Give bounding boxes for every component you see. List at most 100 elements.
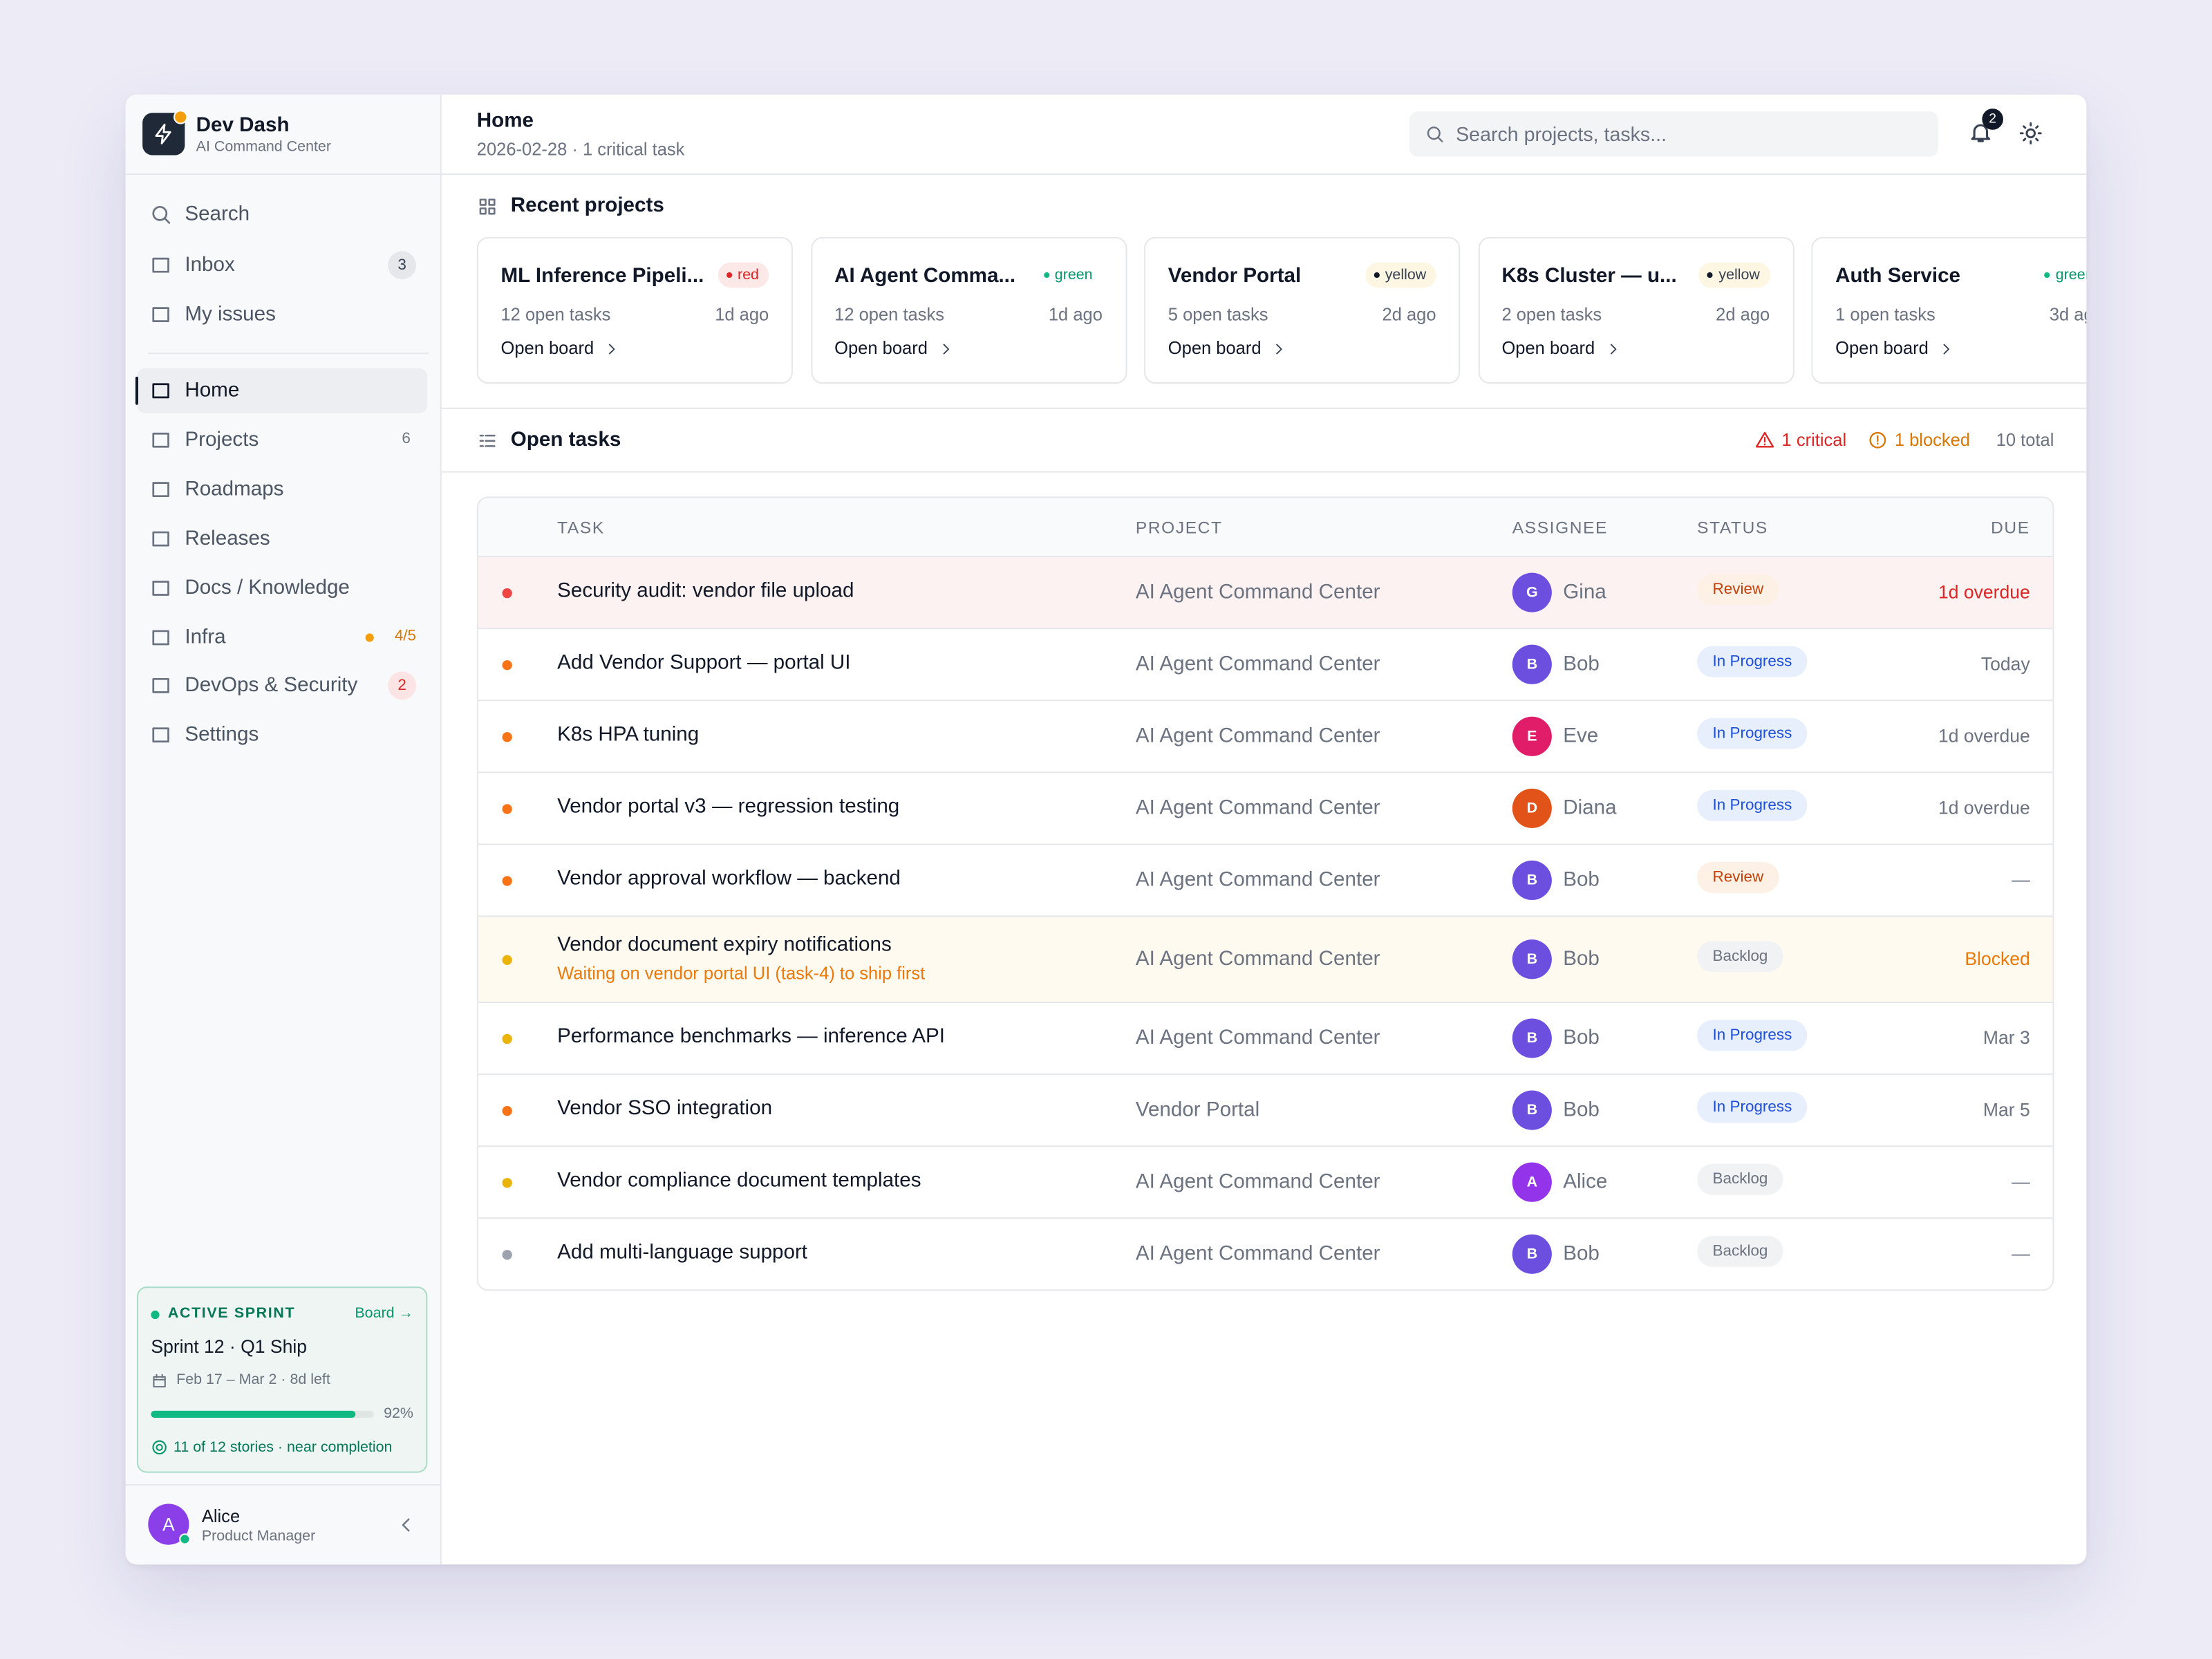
- column-header: DUE: [1991, 517, 2030, 538]
- project-card[interactable]: Vendor Portal yellow 5 open tasks 2d ago Ope…: [1144, 236, 1461, 384]
- task-note: Waiting on vendor portal UI (task-4) to …: [557, 963, 926, 984]
- avatar: B: [1512, 644, 1552, 684]
- search-box[interactable]: Search projects, tasks...: [1409, 111, 1939, 157]
- updated: 2d ago: [1716, 304, 1770, 325]
- open-board[interactable]: Open board: [834, 338, 928, 359]
- icon-path: [1943, 344, 1949, 355]
- project: AI Agent Command Center: [1135, 724, 1380, 748]
- status-pill: In Progress: [1697, 718, 1808, 749]
- icon-path: [608, 344, 615, 355]
- task-table: TASK PROJECT ASSIGNEE STATUS DUE Security aud…: [476, 496, 2054, 1291]
- task-row[interactable]: Vendor approval workflow — backend AI Age…: [478, 843, 2053, 916]
- open-board[interactable]: Open board: [1501, 338, 1595, 359]
- icon-path: [1869, 431, 1886, 449]
- avatar: E: [1512, 716, 1552, 756]
- divider: [148, 353, 429, 355]
- theme-toggle[interactable]: [2018, 122, 2044, 147]
- icon: [152, 256, 169, 272]
- sprint-link[interactable]: Board →: [355, 1304, 413, 1322]
- project-card[interactable]: ML Inference Pipeli... red 12 open tasks 1d…: [476, 236, 793, 384]
- nav-label: Releases: [185, 527, 270, 550]
- task-row[interactable]: Add Vendor Support — portal UI AI Agent C…: [478, 628, 2053, 700]
- avatar: B: [1512, 939, 1552, 980]
- project-card[interactable]: K8s Cluster — u... yellow 2 open tasks 2d a…: [1477, 236, 1794, 384]
- nav-badge: 2: [388, 672, 417, 701]
- project-name: AI Agent Comma...: [834, 265, 1016, 288]
- task-row[interactable]: Performance benchmarks — inference API AI…: [478, 1001, 2053, 1074]
- open-board[interactable]: Open board: [500, 338, 594, 359]
- icon-path: [1276, 344, 1282, 355]
- progress-track: [151, 1410, 374, 1418]
- assignee: Bob: [1563, 1242, 1600, 1266]
- open-board[interactable]: Open board: [1168, 338, 1262, 359]
- avatar: B: [1512, 860, 1552, 901]
- nav-item[interactable]: Inbox 3: [137, 242, 427, 287]
- status-text: yellow: [1718, 266, 1760, 284]
- project: AI Agent Command Center: [1135, 1027, 1380, 1050]
- task-row[interactable]: Security audit: vendor file upload AI Age…: [478, 556, 2053, 628]
- task-row[interactable]: Vendor portal v3 — regression testing AI …: [478, 771, 2053, 844]
- task-row[interactable]: Add multi-language support AI Agent Comma…: [478, 1217, 2053, 1290]
- project-card[interactable]: AI Agent Comma... green 12 open tasks 1d ag…: [810, 236, 1127, 384]
- due: —: [2012, 1170, 2030, 1192]
- priority-dot: [502, 588, 512, 598]
- nav-item[interactable]: Home: [136, 368, 428, 413]
- icon: [942, 344, 949, 355]
- priority-dot: [502, 659, 512, 670]
- avatar: B: [1512, 1234, 1552, 1274]
- updated: 2d ago: [1382, 304, 1436, 325]
- task-row[interactable]: Vendor document expiry notifications Wait…: [478, 915, 2053, 1002]
- nav-item[interactable]: Projects 6: [137, 418, 427, 462]
- nav-item[interactable]: Infra 4/5: [137, 615, 427, 659]
- icon: [1609, 344, 1616, 355]
- icon: [152, 432, 169, 448]
- nav-item[interactable]: Settings: [137, 713, 427, 758]
- project-name: K8s Cluster — u...: [1501, 265, 1677, 288]
- icon-path: [152, 727, 169, 743]
- nav-label: Settings: [185, 724, 259, 747]
- due: —: [2012, 869, 2030, 890]
- project-status: yellow: [1365, 262, 1436, 288]
- task-row[interactable]: Vendor compliance document templates AI A…: [478, 1145, 2053, 1218]
- icon: [152, 531, 169, 546]
- nav-item[interactable]: DevOps & Security 2: [137, 664, 427, 709]
- project-card[interactable]: Auth Service green 1 open tasks 3d ago Open …: [1811, 236, 2087, 384]
- assignee: Alice: [1563, 1170, 1608, 1194]
- app-window: Dev Dash AI Command Center Search Inbox 3 My …: [125, 94, 2087, 1565]
- avatar: D: [1512, 788, 1552, 828]
- notifications[interactable]: 2: [1968, 109, 2003, 148]
- nav-item[interactable]: My issues: [137, 292, 427, 337]
- project-name: Vendor Portal: [1168, 265, 1302, 288]
- priority-dot: [502, 954, 512, 964]
- icon-path: [152, 580, 169, 596]
- open-board[interactable]: Open board: [1835, 338, 1929, 359]
- sidebar: Dev Dash AI Command Center Search Inbox 3 My …: [125, 94, 442, 1565]
- nav-label: Home: [185, 379, 240, 402]
- icon: [2019, 122, 2042, 144]
- icon-path: [152, 432, 169, 448]
- section-title: Recent projects: [510, 194, 664, 218]
- column-header: STATUS: [1697, 517, 1768, 538]
- nav-label: Search: [185, 203, 250, 226]
- icon-path: [155, 123, 171, 144]
- priority-dot: [502, 803, 512, 814]
- nav-item[interactable]: Releases: [137, 516, 427, 561]
- status-pill: In Progress: [1697, 789, 1808, 821]
- assignee: Diana: [1563, 797, 1617, 820]
- icon-path: [152, 481, 169, 497]
- task-name: Performance benchmarks — inference API: [557, 1025, 945, 1049]
- column-header: TASK: [557, 517, 605, 538]
- nav-item[interactable]: Roadmaps: [137, 467, 427, 512]
- icon-path: [479, 434, 496, 447]
- nav-item[interactable]: Docs / Knowledge: [137, 565, 427, 610]
- nav-badge: 3: [388, 250, 417, 279]
- divider: [125, 1483, 440, 1485]
- task-name: Vendor approval workflow — backend: [557, 868, 901, 890]
- icon-path: [402, 1518, 410, 1532]
- nav-item[interactable]: Search: [137, 192, 427, 237]
- task-row[interactable]: Vendor SSO integration Vendor Portal B Bob I…: [478, 1074, 2053, 1146]
- page-subtitle: 2026-02-28 · 1 critical task: [476, 140, 685, 160]
- nav-label: My issues: [185, 303, 276, 326]
- icon-path: [1971, 124, 1991, 142]
- task-row[interactable]: K8s HPA tuning AI Agent Command Center E Ev…: [478, 700, 2053, 772]
